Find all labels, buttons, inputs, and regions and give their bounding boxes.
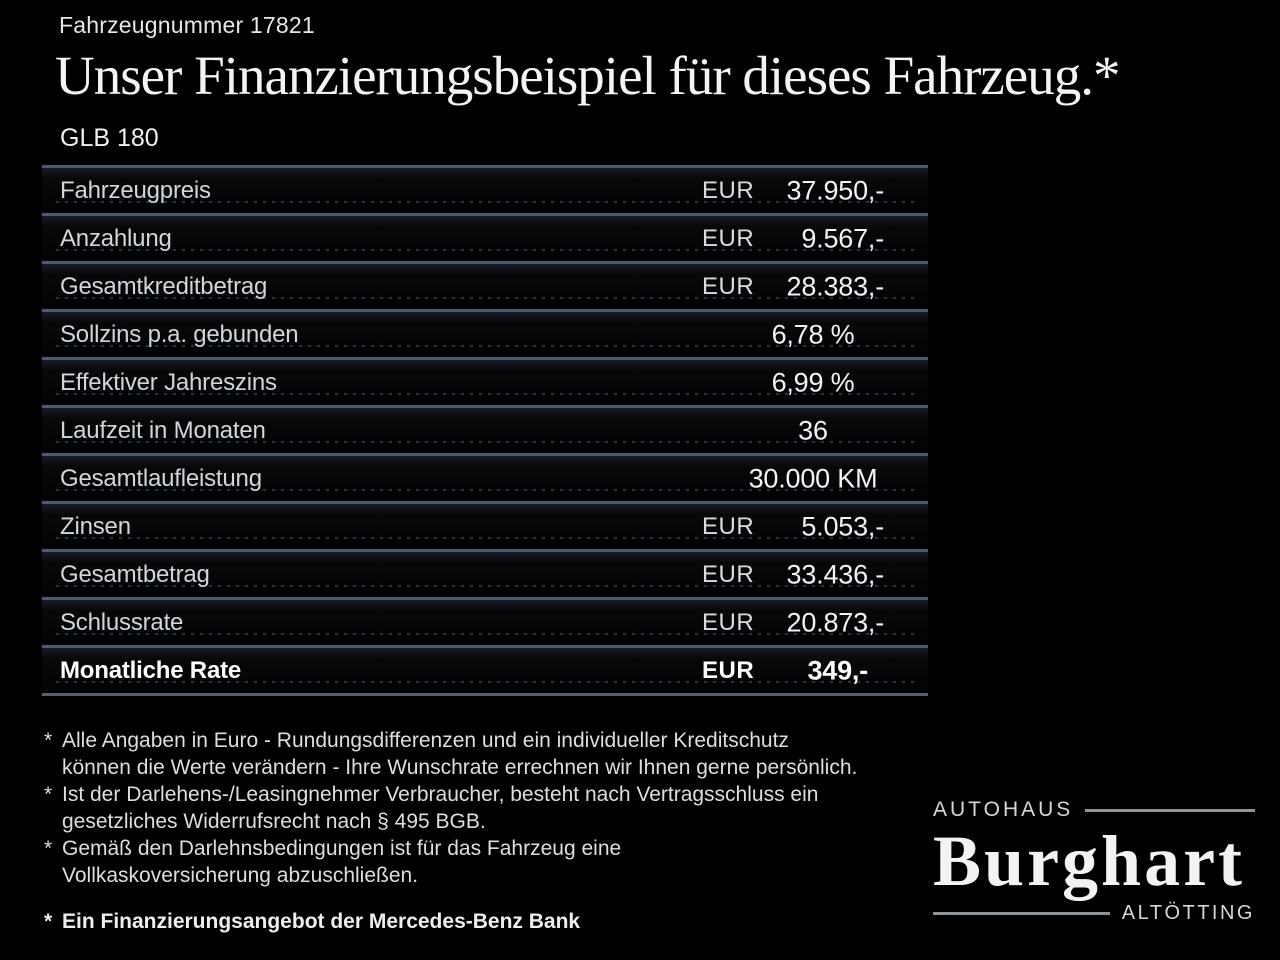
logo-rule-top xyxy=(1085,808,1255,812)
row-value: 37.950,- xyxy=(786,175,885,205)
page-title: Unser Finanzierungsbeispiel für dieses F… xyxy=(55,45,1120,106)
dealer-logo-bottom: ALTÖTTING xyxy=(933,902,1255,925)
dealer-city: ALTÖTTING xyxy=(1121,902,1255,924)
row-currency: EUR xyxy=(702,560,755,588)
row-value: 6,78 % xyxy=(771,319,855,349)
row-label: Schlussrate xyxy=(60,608,184,636)
row-currency: EUR xyxy=(702,608,755,636)
table-row: Schlussrate EUR 20.873,- xyxy=(42,597,928,645)
row-label: Effektiver Jahreszins xyxy=(60,368,277,396)
row-label: Gesamtkreditbetrag xyxy=(60,272,268,300)
footnote-financing-offer: * Ein Finanzierungsangebot der Mercedes-… xyxy=(44,908,994,935)
table-row: Gesamtbetrag EUR 33.436,- xyxy=(42,549,928,597)
row-currency: EUR xyxy=(702,272,755,300)
footnote-text: Ist der Darlehens-/Leasingnehmer Verbrau… xyxy=(62,783,819,833)
footnote-marker: * xyxy=(44,729,53,752)
row-value: 349,- xyxy=(807,655,868,685)
row-value: 5.053,- xyxy=(801,511,884,541)
dealer-logo-top: AUTOHAUS xyxy=(933,798,1255,822)
footnote-marker: * xyxy=(44,783,53,806)
row-value: 36 xyxy=(798,415,828,445)
row-value: 9.567,- xyxy=(801,223,884,253)
dealer-logo-autohaus: AUTOHAUS xyxy=(933,798,1074,821)
row-label: Fahrzeugpreis xyxy=(60,176,211,204)
row-value: 30.000 KM xyxy=(748,463,878,493)
footnote: * Gemäß den Darlehnsbedingungen ist für … xyxy=(44,835,994,889)
dealer-logo: AUTOHAUS Burghart ALTÖTTING xyxy=(933,798,1255,925)
row-label: Gesamtbetrag xyxy=(60,560,210,588)
footnote-text: Alle Angaben in Euro - Rundungsdifferenz… xyxy=(62,729,858,779)
row-label: Sollzins p.a. gebunden xyxy=(60,320,299,348)
finance-table: Fahrzeugpreis EUR 37.950,- Anzahlung EUR… xyxy=(42,165,928,696)
row-label: Anzahlung xyxy=(60,224,172,252)
table-row: Anzahlung EUR 9.567,- xyxy=(42,213,928,261)
row-label: Laufzeit in Monaten xyxy=(60,416,266,444)
table-row: Zinsen EUR 5.053,- xyxy=(42,501,928,549)
row-currency: EUR xyxy=(702,176,755,204)
row-label: Gesamtlaufleistung xyxy=(60,464,262,492)
footnote-text: Gemäß den Darlehnsbedingungen ist für da… xyxy=(62,837,622,887)
row-label: Monatliche Rate xyxy=(60,656,242,684)
row-currency: EUR xyxy=(702,224,755,252)
row-value: 28.383,- xyxy=(786,271,885,301)
logo-rule-bottom xyxy=(933,912,1110,915)
table-row: Gesamtkreditbetrag EUR 28.383,- xyxy=(42,261,928,309)
vehicle-model: GLB 180 xyxy=(60,124,159,152)
table-row: Sollzins p.a. gebunden 6,78 % xyxy=(42,309,928,357)
table-row: Effektiver Jahreszins 6,99 % xyxy=(42,357,928,405)
footnote: * Alle Angaben in Euro - Rundungsdiffere… xyxy=(44,727,994,781)
footnote-marker: * xyxy=(44,910,53,933)
dealer-name: Burghart xyxy=(933,821,1245,901)
table-row: Gesamtlaufleistung 30.000 KM xyxy=(42,453,928,501)
footnotes: * Alle Angaben in Euro - Rundungsdiffere… xyxy=(44,727,994,935)
table-row-monthly-rate: Monatliche Rate EUR 349,- xyxy=(42,645,928,696)
row-label: Zinsen xyxy=(60,512,131,540)
row-currency: EUR xyxy=(702,656,755,684)
row-currency: EUR xyxy=(702,512,755,540)
row-value: 20.873,- xyxy=(786,607,885,637)
row-value: 6,99 % xyxy=(771,367,855,397)
vehicle-number: Fahrzeugnummer 17821 xyxy=(59,12,315,38)
row-value: 33.436,- xyxy=(786,559,885,589)
table-row: Fahrzeugpreis EUR 37.950,- xyxy=(42,165,928,213)
footnote-marker: * xyxy=(44,837,53,860)
footnote: * Ist der Darlehens-/Leasingnehmer Verbr… xyxy=(44,781,994,835)
footnote-text: Ein Finanzierungsangebot der Mercedes-Be… xyxy=(62,910,581,933)
table-row: Laufzeit in Monaten 36 xyxy=(42,405,928,453)
